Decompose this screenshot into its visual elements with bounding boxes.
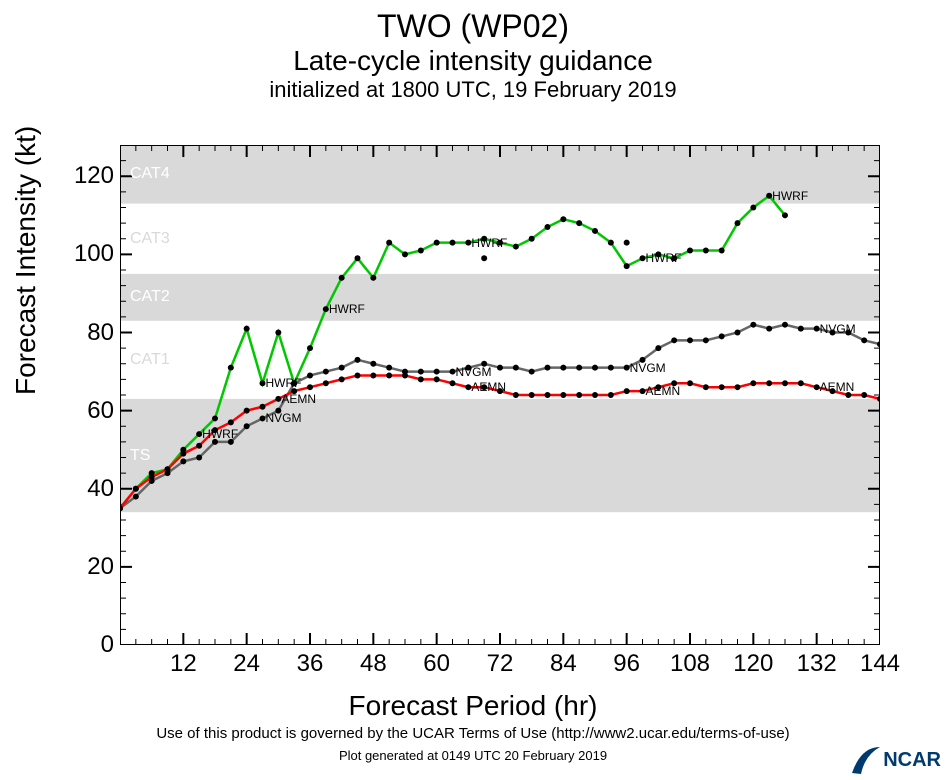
x-tick: 144: [860, 650, 900, 678]
x-axis-label: Forecast Period (hr): [0, 690, 946, 722]
category-label: CAT4: [130, 165, 170, 183]
y-tick: 120: [74, 162, 114, 190]
series-inline-label: AEMN: [281, 392, 316, 406]
y-tick: 100: [74, 240, 114, 268]
series-inline-label: HWRF: [202, 427, 238, 441]
chart-container: TWO (WP02) Late-cycle intensity guidance…: [0, 0, 946, 780]
series-inline-label: HWRF: [471, 236, 507, 250]
title-main: TWO (WP02): [0, 8, 946, 45]
category-label: CAT1: [130, 351, 170, 369]
y-axis-label: Forecast Intensity (kt): [10, 126, 42, 395]
series-inline-label: HWRF: [646, 251, 682, 265]
ncar-logo-text: NCAR: [883, 749, 941, 772]
series-inline-label: HWRF: [329, 302, 365, 316]
y-tick: 40: [87, 475, 114, 503]
y-tick: 0: [101, 631, 114, 659]
footer-generated: Plot generated at 0149 UTC 20 February 2…: [0, 748, 946, 763]
category-label: CAT3: [130, 230, 170, 248]
x-tick: 84: [550, 650, 577, 678]
title-init: initialized at 1800 UTC, 19 February 201…: [0, 77, 946, 103]
series-inline-label: AEMN: [820, 380, 855, 394]
ncar-logo-icon: [851, 745, 881, 775]
category-label: CAT2: [130, 288, 170, 306]
y-tick: 80: [87, 319, 114, 347]
title-sub: Late-cycle intensity guidance: [0, 45, 946, 77]
x-tick: 48: [360, 650, 387, 678]
series-inline-label: HWRF: [772, 189, 808, 203]
x-tick: 72: [487, 650, 514, 678]
x-tick: 12: [170, 650, 197, 678]
ncar-logo: NCAR: [851, 745, 941, 775]
x-tick: 132: [797, 650, 837, 678]
y-tick: 20: [87, 553, 114, 581]
series-inline-label: NVGM: [630, 361, 666, 375]
footer-terms: Use of this product is governed by the U…: [0, 725, 946, 742]
x-tick: 60: [423, 650, 450, 678]
category-label: TS: [130, 447, 150, 465]
series-inline-label: HWRF: [266, 376, 302, 390]
series-inline-label: AEMN: [646, 384, 681, 398]
series-inline-label: NVGM: [820, 322, 856, 336]
plot-area: [120, 145, 880, 645]
y-tick: 60: [87, 397, 114, 425]
title-block: TWO (WP02) Late-cycle intensity guidance…: [0, 0, 946, 103]
series-inline-label: NVGM: [266, 411, 302, 425]
x-tick: 108: [670, 650, 710, 678]
x-tick: 36: [297, 650, 324, 678]
series-inline-label: NVGM: [456, 365, 492, 379]
x-tick: 24: [233, 650, 260, 678]
series-inline-label: AEMN: [471, 380, 506, 394]
x-tick: 96: [613, 650, 640, 678]
x-tick: 120: [733, 650, 773, 678]
